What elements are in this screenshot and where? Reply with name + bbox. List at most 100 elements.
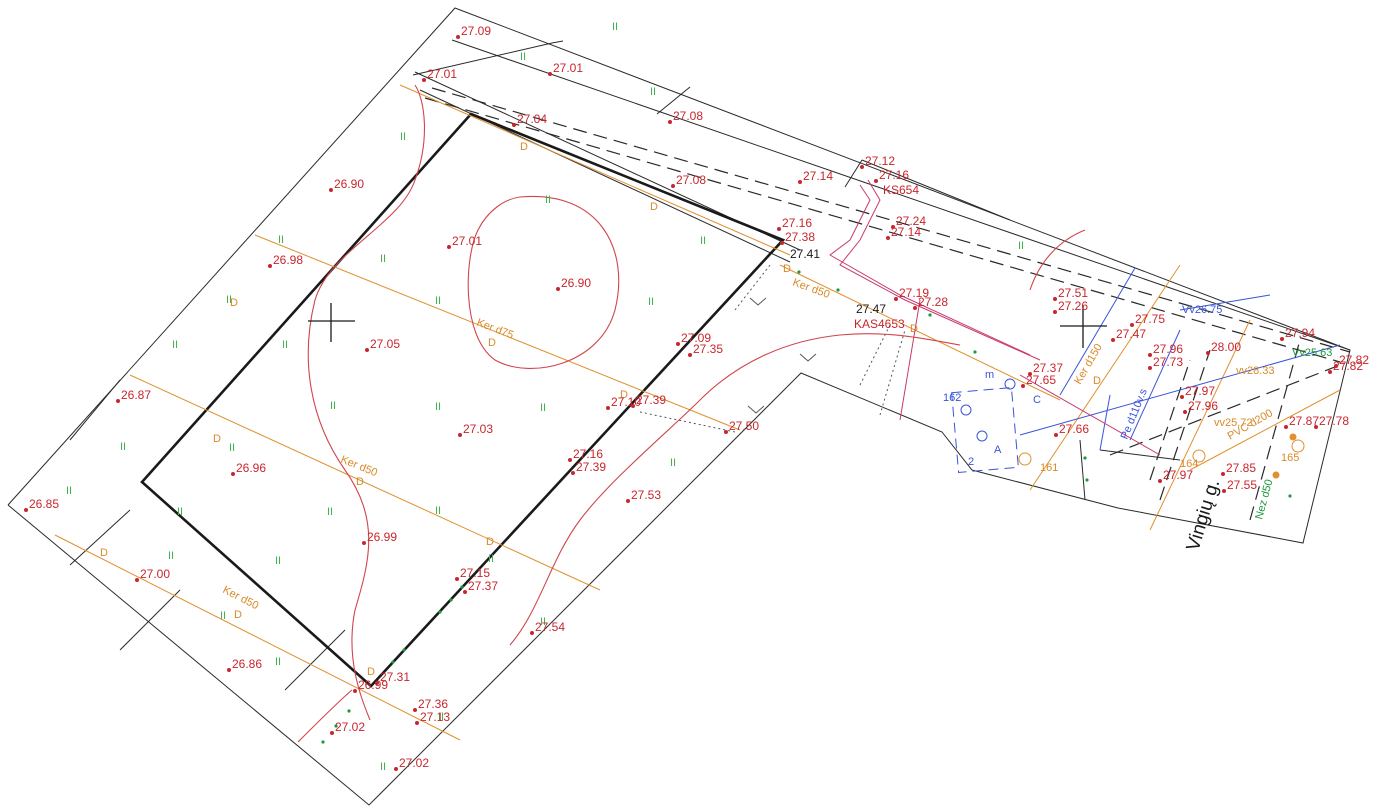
elevation-dot [365,348,369,352]
elevation-point: 27.09 [676,331,711,346]
elevation-dot [415,721,419,725]
elevation-dot [1280,337,1284,341]
water-line-2 [1059,267,1136,396]
elevation-point: 27.14 [886,225,921,240]
hydrant-symbol [1004,378,1016,390]
grass-symbol: II [330,400,336,412]
manhole-symbol [1272,471,1280,479]
elevation-dot [1158,479,1162,483]
label-161: 161 [1040,462,1058,474]
parcel-divider-12 [1099,449,1181,461]
elevation-point: 27.09 [456,24,491,39]
elevation-point: 27.55 [1222,478,1257,493]
elevation-value: 27.37 [1033,361,1063,375]
elevation-point: 27.15 [455,566,490,581]
elevation-point: 27.97 [1180,384,1215,399]
grass-symbol: II [400,131,406,143]
grass-symbol: II [327,506,333,518]
dotted-line-1 [639,411,736,433]
elevation-value: 27.14 [891,225,921,239]
elevation-point: 27.01 [447,234,482,249]
elevation-dot [512,123,516,127]
chevron-mark [747,405,765,414]
water-line-4 [1099,394,1111,451]
label-165: 165 [1281,452,1299,464]
elevation-dot [1148,353,1152,357]
label-pe-d110: Pe d110v.s [1119,387,1150,441]
grass-symbol: II [545,194,551,206]
sewer-line-ker-d50 [129,374,601,591]
sewer-line-right-1 [779,264,1061,401]
elevation-value: 27.66 [1059,422,1089,436]
grass-symbol: II [66,485,72,497]
grass-symbol: II [435,401,441,413]
road-line-5 [1159,349,1211,501]
grass-symbol: II [278,234,284,246]
elevation-dot [1284,425,1288,429]
elevation-dot [631,404,635,408]
elevation-point: 27.08 [668,109,703,124]
label-27-47: 27.47 [856,302,886,316]
sewer-line-upper [399,84,791,256]
elevation-value: 27.65 [1026,373,1056,387]
elevation-dot [688,353,692,357]
label-162: 162 [943,392,961,404]
elevation-dot [530,631,534,635]
elevation-value: 26.96 [236,461,266,475]
chevron-mark [749,297,767,306]
elevation-value: 27.03 [463,422,493,436]
grass-symbol: II [612,21,618,33]
sewer-line-right-4 [1189,389,1341,471]
elevation-dot [394,767,398,771]
chevron-mark [799,353,817,362]
grass-symbol: II [220,610,226,622]
elevation-dot [447,245,451,249]
elevation-point: 26.99 [353,678,388,693]
sewer-line-lower [54,534,461,741]
water-line-3 [1129,329,1181,441]
elevation-value: 27.54 [535,620,565,634]
elevation-value: 27.94 [1285,326,1315,340]
grass-symbols: II II II II II II II II II II II II II I… [66,21,1024,773]
elevation-dot [231,472,235,476]
elevation-point: 26.90 [329,177,364,192]
survey-crosshairs [308,303,1107,348]
elevation-point: 27.08 [671,173,706,188]
elevation-value: 27.01 [553,61,583,75]
gas-lines [829,179,1161,456]
elevation-point: 27.01 [422,67,457,82]
sewer-marker: D [356,476,364,488]
elevation-dot [668,120,672,124]
elevation-value: 27.28 [918,295,948,309]
elevation-value: 26.85 [29,497,59,511]
grass-symbol: II [275,555,281,567]
elevation-point: 27.51 [1053,286,1088,301]
elevation-point: 27.97 [1158,468,1193,483]
manhole-symbol [1289,433,1297,441]
elevation-value: 26.87 [121,388,151,402]
elevation-value: 27.97 [1185,384,1215,398]
elevation-dot [1021,384,1025,388]
elevation-value: 27.16 [573,447,603,461]
grass-symbol: II [380,253,386,265]
elevation-value: 27.37 [468,579,498,593]
elevation-dot [1206,351,1210,355]
elevation-dot [1148,366,1152,370]
elevation-value: 27.38 [785,230,815,244]
elevation-dot [1221,472,1225,476]
grass-symbol: II [650,86,656,98]
road-line-3 [1109,364,1341,456]
dotted-line-3 [879,329,906,416]
elevation-value: 28.00 [1211,340,1241,354]
elevation-point: 27.00 [135,567,170,582]
elevation-point: 26.99 [362,530,397,545]
elevation-point: 27.16 [874,168,909,183]
elevation-point: 27.02 [394,756,429,771]
elevation-dot [227,668,231,672]
grass-symbol: II [435,505,441,517]
elevation-value: 27.35 [693,342,723,356]
elevation-point: 27.53 [626,488,661,503]
elevation-value: 27.09 [681,331,711,345]
elevation-dot [548,72,552,76]
sewer-marker: D [620,389,628,401]
